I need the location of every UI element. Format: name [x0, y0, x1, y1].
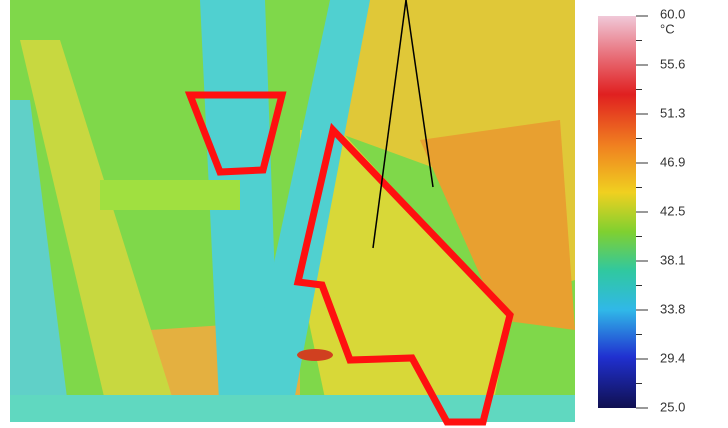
scale-label: 60.0 [660, 6, 685, 21]
scale-label: 55.6 [660, 56, 685, 71]
scale-label: 29.4 [660, 350, 685, 365]
scale-label: 33.8 [660, 301, 685, 316]
scale-label: 25.0 [660, 399, 685, 414]
color-scale-ticks: 60.0 55.6 51.3 46.9 42.5 38.1 33.8 29.4 25.0 [636, 6, 685, 414]
scale-label: 51.3 [660, 105, 685, 120]
scale-label: 46.9 [660, 154, 685, 169]
thermal-image [10, 0, 575, 426]
color-bar [598, 16, 636, 408]
unit-label: °C [660, 21, 675, 36]
scale-label: 42.5 [660, 203, 685, 218]
scale-label: 38.1 [660, 252, 685, 267]
